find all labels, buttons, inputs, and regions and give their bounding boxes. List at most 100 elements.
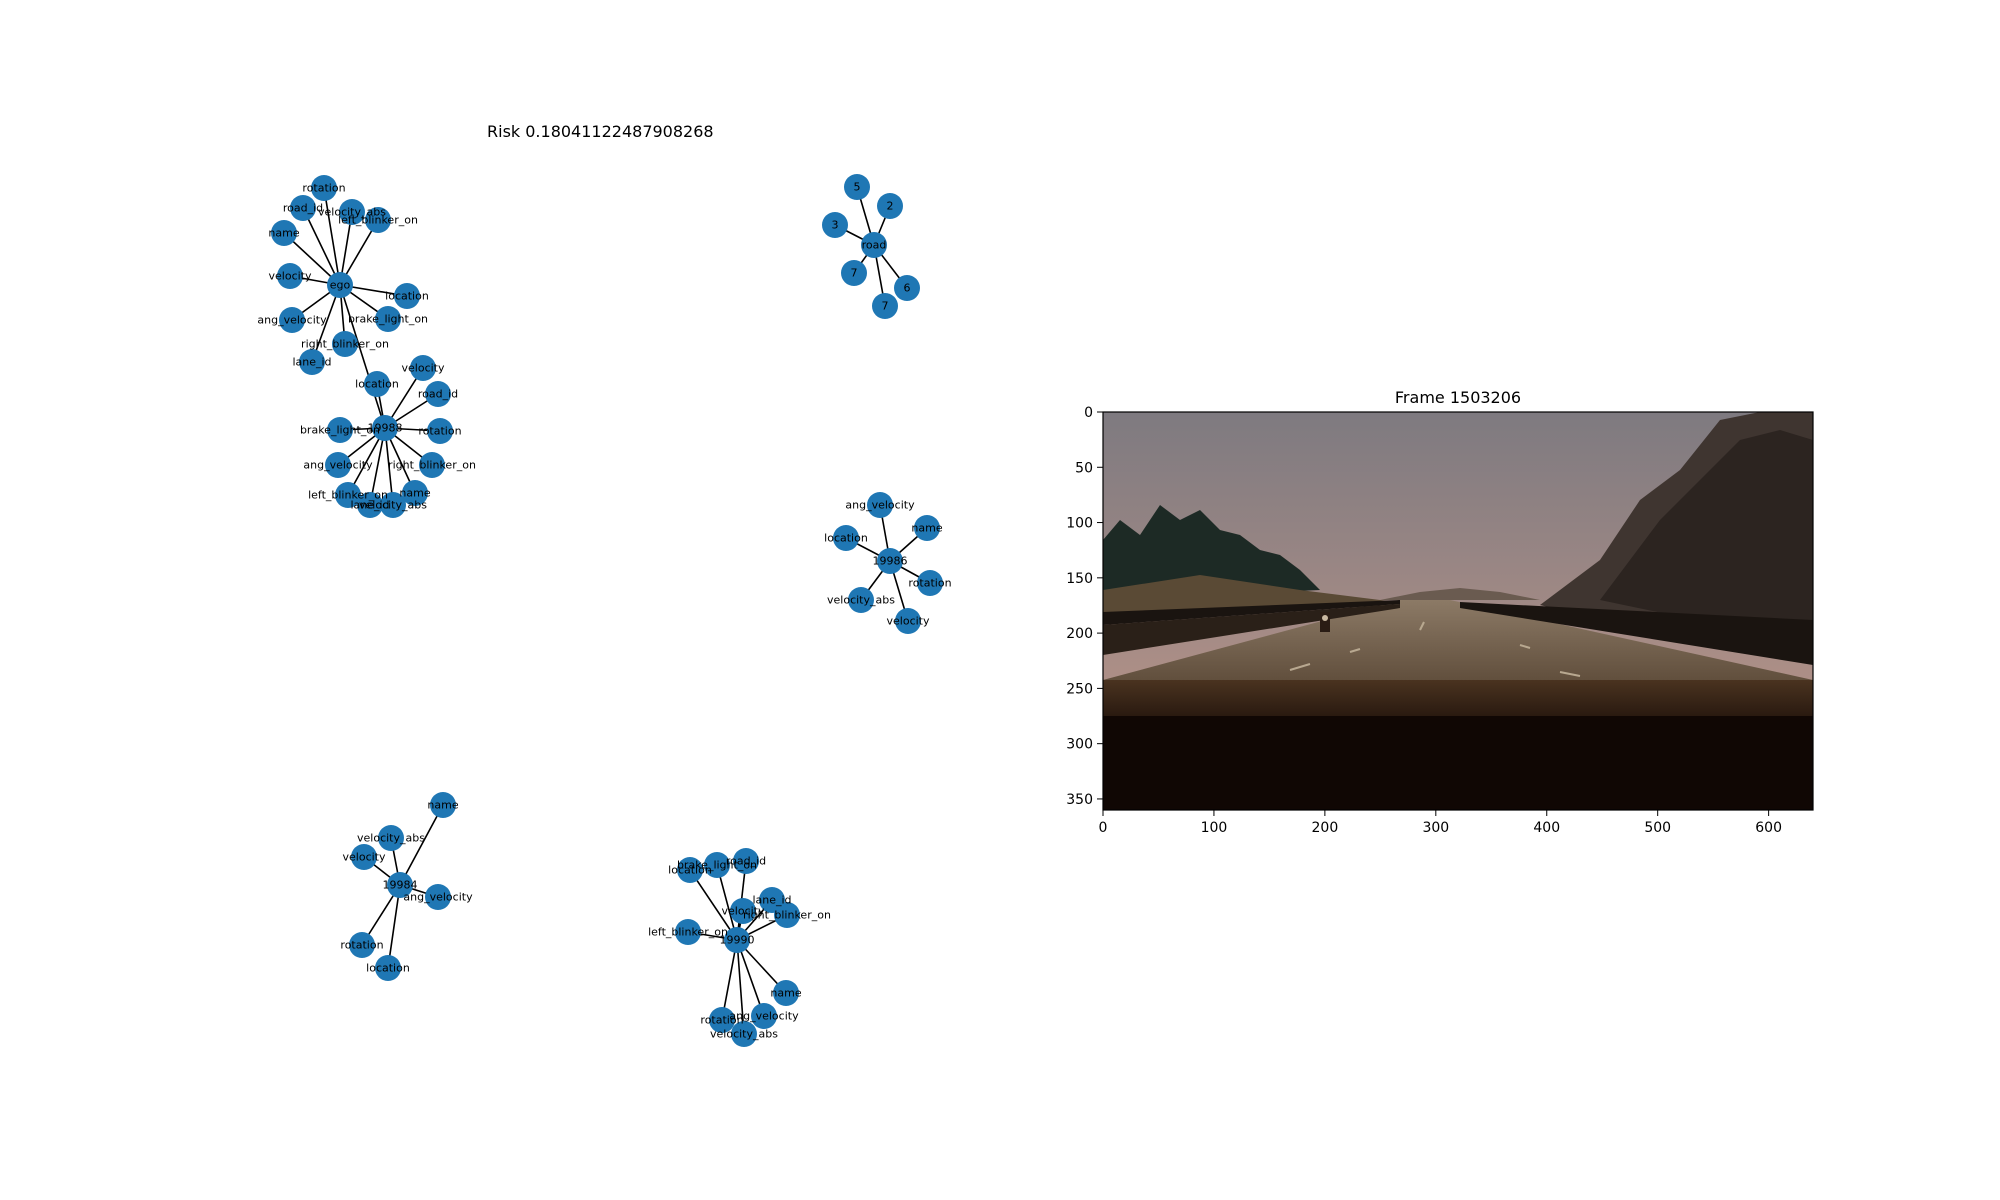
graph-center-node <box>861 232 887 258</box>
graph-node <box>914 515 940 541</box>
node-label: lane_id <box>752 894 791 907</box>
node-label: 5 <box>854 181 861 194</box>
graph-node <box>394 283 420 309</box>
graph-node <box>895 608 921 634</box>
graph-node <box>917 570 943 596</box>
node-label: velocity <box>722 905 765 918</box>
graph-node <box>774 902 800 928</box>
x-tick-label: 0 <box>1099 820 1108 836</box>
graph-node <box>872 293 898 319</box>
graph-edge <box>689 869 738 941</box>
node-label: velocity_abs <box>359 499 427 512</box>
node-label: velocity_abs <box>827 594 895 607</box>
graph-edge <box>302 207 341 286</box>
graph-node <box>773 980 799 1006</box>
y-tick-label: 300 <box>1066 737 1093 753</box>
y-tick-label: 250 <box>1066 681 1093 697</box>
graph-node <box>311 175 337 201</box>
graph-node <box>277 263 303 289</box>
graph-node <box>894 275 920 301</box>
graph-node <box>349 932 375 958</box>
x-tick-label: 300 <box>1422 820 1449 836</box>
graph-node <box>357 492 383 518</box>
y-tick-label: 0 <box>1084 405 1093 421</box>
frame-y-axis: 0 50 100 150 200 250 300 350 <box>1066 405 1103 808</box>
graph-edge <box>369 427 386 506</box>
graph-node <box>402 480 428 506</box>
node-label: name <box>911 522 942 535</box>
graph-edge <box>323 187 341 286</box>
graph-node <box>731 1021 757 1047</box>
graph-center-node <box>724 927 750 953</box>
node-label: velocity_abs <box>357 832 425 845</box>
graph-node <box>675 919 701 945</box>
graph-edge <box>736 939 745 1035</box>
graph-node <box>822 212 848 238</box>
x-tick-label: 600 <box>1755 820 1782 836</box>
graph-node <box>410 355 436 381</box>
node-label: velocity_abs <box>318 206 386 219</box>
y-tick-label: 150 <box>1066 571 1093 587</box>
frame-title: Frame 1503206 <box>1395 388 1521 407</box>
graph-node <box>375 955 401 981</box>
graph-center-node <box>877 548 903 574</box>
x-tick-label: 200 <box>1312 820 1339 836</box>
node-label: road_id <box>283 202 323 215</box>
x-tick-label: 400 <box>1533 820 1560 836</box>
node-label: 6 <box>904 282 911 295</box>
node-label: 7 <box>882 300 889 313</box>
graph-edge <box>311 284 341 363</box>
graph-node <box>290 195 316 221</box>
node-label: rotation <box>302 182 345 195</box>
node-label: velocity_abs <box>710 1028 778 1041</box>
graph-node <box>378 825 404 851</box>
graph-node <box>704 852 730 878</box>
center-node-label: 19984 <box>383 879 418 892</box>
graph-node <box>365 207 391 233</box>
y-tick-label: 200 <box>1066 626 1093 642</box>
graph-node <box>677 857 703 883</box>
graph-node <box>877 193 903 219</box>
graph-node <box>733 848 759 874</box>
node-label: name <box>268 227 299 240</box>
node-label: ang_velocity <box>303 459 373 472</box>
graph-node <box>751 1003 777 1029</box>
graph-center-node <box>372 415 398 441</box>
frame-axes-border <box>1102 411 1814 811</box>
node-label: left_blinker_on <box>648 926 728 939</box>
graph-node <box>299 349 325 375</box>
graph-node <box>430 792 456 818</box>
graph-node <box>848 587 874 613</box>
graph-node <box>351 844 377 870</box>
graph-link-edge <box>339 284 386 429</box>
node-label: right_blinker_on <box>301 338 389 351</box>
node-label: rotation <box>340 939 383 952</box>
graph-edge <box>387 884 401 969</box>
center-node-label: ego <box>330 279 351 292</box>
node-label: right_blinker_on <box>388 459 476 472</box>
node-label: lane_id <box>350 499 389 512</box>
node-label: ang_velocity <box>845 499 915 512</box>
graph-node <box>380 492 406 518</box>
node-label: location <box>385 290 429 303</box>
graph-node <box>375 306 401 332</box>
node-label: 7 <box>851 267 858 280</box>
node-label: location <box>355 378 399 391</box>
graph-node <box>271 220 297 246</box>
center-node-label: road <box>862 239 887 252</box>
graph-node <box>425 381 451 407</box>
graph-center-node <box>387 872 413 898</box>
node-label: lane_id <box>292 356 331 369</box>
node-label: location <box>824 532 868 545</box>
graph-node <box>833 525 859 551</box>
node-label: location <box>668 864 712 877</box>
node-label: road_id <box>418 388 458 401</box>
node-label: 3 <box>832 219 839 232</box>
graph-node <box>339 199 365 225</box>
graph-node <box>325 452 351 478</box>
scene-graph: rotationroad_idvelocity_absleft_blinker_… <box>257 174 952 1047</box>
node-label: 2 <box>887 200 894 213</box>
y-tick-label: 100 <box>1066 516 1093 532</box>
node-label: rotation <box>418 425 461 438</box>
